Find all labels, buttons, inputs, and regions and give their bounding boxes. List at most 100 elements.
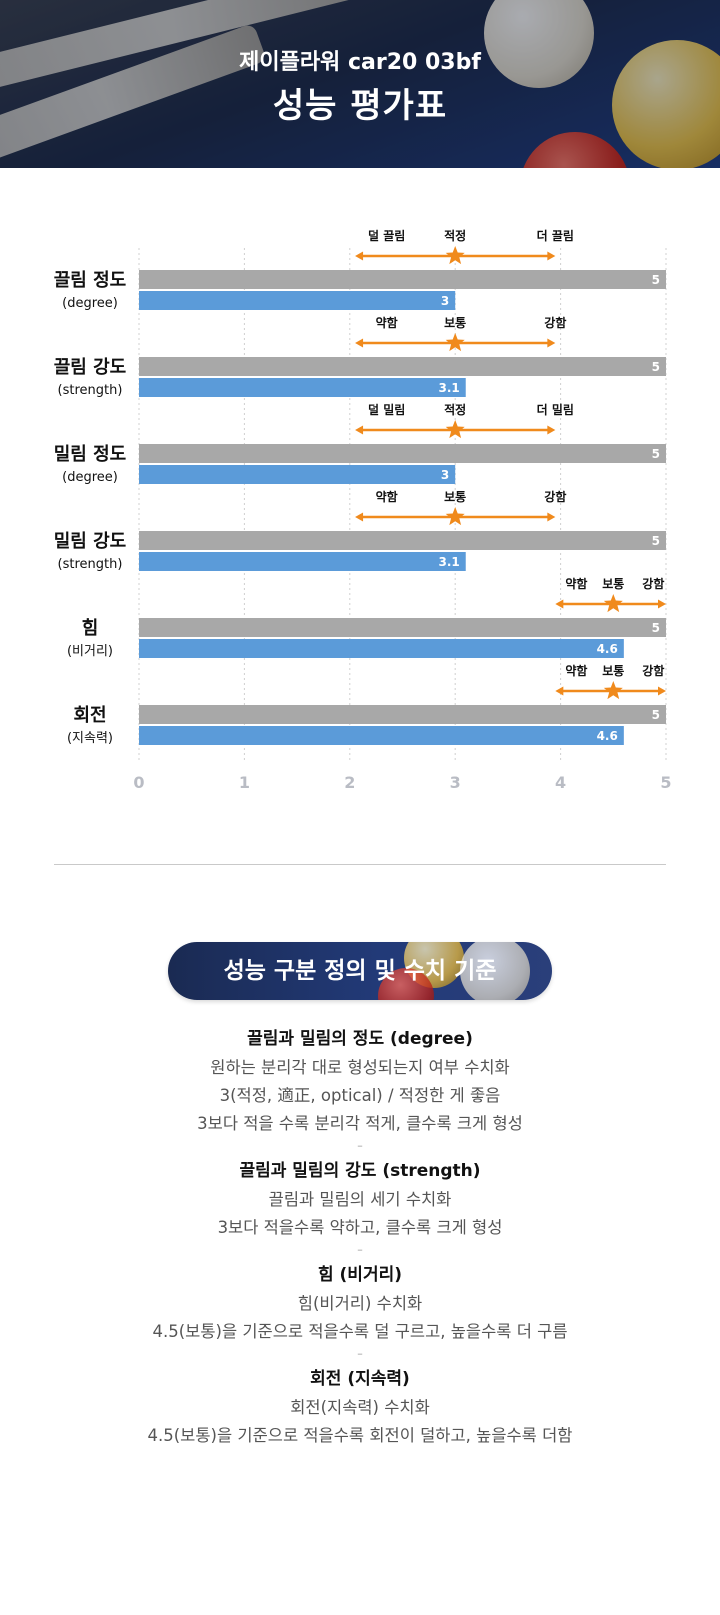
- definition-line: 회전(지속력) 수치화: [290, 1398, 430, 1417]
- scale-label: 더 밀림: [537, 402, 574, 417]
- definition-title: 힘 (비거리): [317, 1265, 403, 1285]
- scale-label: 보통: [602, 576, 624, 591]
- scale-star-icon: [445, 507, 465, 526]
- scale-label: 약함: [565, 663, 587, 678]
- definition-strength: 끌림과 밀림의 강도 (strength) 끌림과 밀림의 세기 수치화 3보다…: [0, 1156, 720, 1258]
- row-label: 끌림 강도: [54, 357, 127, 378]
- definitions-heading: 성능 구분 정의 및 수치 기준: [223, 958, 497, 984]
- max-bar-label: 5: [652, 708, 660, 722]
- header-title: 성능 평가표: [272, 86, 448, 126]
- max-bar: [139, 705, 666, 724]
- max-bar: [139, 618, 666, 637]
- max-bar-label: 5: [652, 534, 660, 548]
- max-bar-label: 5: [652, 621, 660, 635]
- value-bar-label: 3.1: [438, 555, 459, 569]
- definition-title: 회전 (지속력): [310, 1369, 410, 1389]
- value-bar-label: 3: [441, 294, 449, 308]
- value-bar: [139, 378, 466, 397]
- scale-arrow-head-left: [355, 338, 364, 348]
- row-label: 밀림 강도: [54, 531, 127, 552]
- scale-label: 덜 끌림: [368, 229, 405, 243]
- max-bar: [139, 357, 666, 376]
- value-bar: [139, 726, 624, 745]
- max-bar: [139, 531, 666, 550]
- header-banner: 제이플라워 car20 03bf 성능 평가표: [0, 0, 720, 168]
- scale-label: 적정: [444, 402, 466, 417]
- scale-star-icon: [445, 420, 465, 439]
- definition-separator: –: [357, 1243, 363, 1256]
- x-tick-label: 1: [239, 773, 250, 792]
- max-bar-label: 5: [652, 447, 660, 461]
- scale-label: 보통: [602, 663, 624, 678]
- row-sublabel: (degree): [62, 470, 118, 485]
- scale-label: 약함: [565, 576, 587, 591]
- row-label: 회전: [73, 705, 106, 726]
- x-tick-label: 5: [660, 773, 671, 792]
- scale-arrow-head-right: [547, 251, 556, 261]
- x-tick-label: 0: [133, 773, 144, 792]
- header-subtitle: 제이플라워 car20 03bf: [239, 50, 481, 75]
- definition-line: 3(적정, 適正, optical) / 적정한 게 좋음: [219, 1086, 501, 1105]
- row-label: 밀림 정도: [54, 444, 127, 465]
- scale-arrow-head-right: [658, 599, 666, 609]
- definition-separator: –: [357, 1139, 363, 1152]
- x-tick-label: 4: [555, 773, 566, 792]
- scale-label: 약함: [376, 315, 398, 330]
- definition-line: 4.5(보통)을 기준으로 적을수록 회전이 덜하고, 높을수록 더함: [147, 1426, 573, 1445]
- definitions-heading-pill: 성능 구분 정의 및 수치 기준: [168, 942, 552, 1000]
- max-bar: [139, 444, 666, 463]
- billiard-ball-image: [612, 40, 720, 168]
- definition-line: 원하는 분리각 대로 형성되는지 여부 수치화: [210, 1058, 510, 1077]
- value-bar: [139, 291, 456, 310]
- x-tick-label: 3: [450, 773, 461, 792]
- definition-rotation: 회전 (지속력) 회전(지속력) 수치화 4.5(보통)을 기준으로 적을수록 …: [0, 1364, 720, 1450]
- row-label: 힘: [82, 618, 99, 639]
- definition-line: 힘(비거리) 수치화: [297, 1294, 423, 1313]
- scale-star-icon: [603, 681, 623, 700]
- definition-title: 끌림과 밀림의 강도 (strength): [239, 1161, 481, 1181]
- definition-line: 4.5(보통)을 기준으로 적을수록 덜 구르고, 높을수록 더 구름: [152, 1322, 568, 1341]
- x-tick-label: 2: [344, 773, 355, 792]
- definition-line: 3보다 적을수록 약하고, 클수록 크게 형성: [217, 1218, 503, 1237]
- row-sublabel: (지속력): [67, 731, 113, 746]
- definition-power: 힘 (비거리) 힘(비거리) 수치화 4.5(보통)을 기준으로 적을수록 덜 …: [0, 1260, 720, 1362]
- scale-arrow-head-right: [547, 425, 556, 435]
- row-sublabel: (비거리): [67, 644, 113, 659]
- scale-label: 적정: [444, 228, 466, 243]
- scale-arrow-head-left: [555, 599, 564, 609]
- definition-line: 3보다 적을 수록 분리각 적게, 클수록 크게 형성: [197, 1114, 523, 1133]
- value-bar-label: 3.1: [438, 381, 459, 395]
- scale-arrow-head-left: [555, 686, 564, 696]
- max-bar: [139, 270, 666, 289]
- section-divider: [54, 864, 666, 865]
- value-bar: [139, 465, 456, 484]
- row-label: 끌림 정도: [54, 270, 127, 291]
- scale-star-icon: [603, 594, 623, 613]
- scale-arrow-head-right: [547, 512, 556, 522]
- value-bar-label: 4.6: [597, 729, 618, 743]
- scale-arrow-head-right: [547, 338, 556, 348]
- scale-label: 강함: [544, 315, 566, 330]
- scale-arrow-head-left: [355, 251, 364, 261]
- max-bar-label: 5: [652, 273, 660, 287]
- scale-label: 강함: [642, 663, 664, 678]
- definition-degree: 끌림과 밀림의 정도 (degree) 원하는 분리각 대로 형성되는지 여부 …: [0, 1024, 720, 1154]
- scale-arrow-head-left: [355, 425, 364, 435]
- scale-label: 보통: [444, 315, 466, 330]
- definition-separator: –: [357, 1347, 363, 1360]
- row-sublabel: (degree): [62, 296, 118, 311]
- value-bar: [139, 552, 466, 571]
- scale-label: 덜 밀림: [368, 403, 405, 417]
- scale-label: 약함: [376, 489, 398, 504]
- scale-label: 강함: [642, 576, 664, 591]
- definitions-list: 끌림과 밀림의 정도 (degree) 원하는 분리각 대로 형성되는지 여부 …: [0, 1024, 720, 1452]
- value-bar: [139, 639, 624, 658]
- definition-title: 끌림과 밀림의 정도 (degree): [247, 1029, 473, 1049]
- row-sublabel: (strength): [58, 557, 123, 572]
- scale-arrow-head-right: [658, 686, 666, 696]
- scale-label: 더 끌림: [537, 228, 574, 243]
- definition-line: 끌림과 밀림의 세기 수치화: [268, 1190, 452, 1209]
- billiard-ball-image: [484, 0, 594, 88]
- max-bar-label: 5: [652, 360, 660, 374]
